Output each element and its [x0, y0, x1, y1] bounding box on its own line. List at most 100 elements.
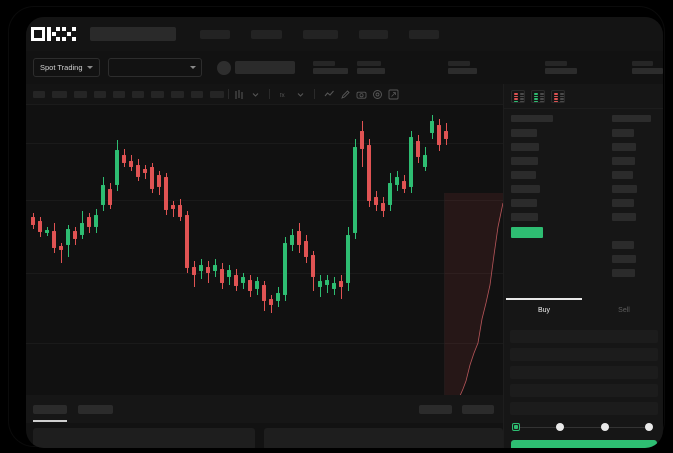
orderbook-row[interactable] [612, 171, 633, 179]
order-field-0[interactable] [510, 330, 658, 343]
slider-node-1[interactable] [556, 423, 564, 431]
orders-tab-0[interactable] [33, 404, 67, 422]
tab-sell[interactable]: Sell [618, 306, 630, 314]
slider-node-3[interactable] [645, 423, 653, 431]
candle-7 [80, 105, 85, 395]
candle-52 [395, 105, 400, 395]
candlestick-chart-icon[interactable] [233, 88, 245, 100]
orderbook-row[interactable] [511, 213, 538, 221]
timeframe-0[interactable] [33, 90, 45, 98]
timeframe-4[interactable] [113, 90, 125, 98]
pair-select[interactable] [107, 58, 203, 77]
nav-link-4[interactable] [409, 29, 439, 39]
search-input[interactable] [90, 27, 176, 41]
candle-8 [87, 105, 92, 395]
chart-gridline-1 [26, 200, 503, 201]
timeframe-1[interactable] [52, 90, 67, 98]
nav-link-3[interactable] [359, 29, 388, 39]
indicator-icon[interactable]: fx [278, 88, 290, 100]
candle-body [185, 215, 190, 268]
candle-37 [290, 105, 295, 395]
candle-44 [339, 105, 344, 395]
nav-link-0[interactable] [200, 29, 230, 39]
orderbook-bids-icon[interactable] [531, 90, 545, 103]
order-field-1[interactable] [510, 348, 658, 361]
orderbook-both-icon[interactable] [511, 90, 525, 103]
candle-body [255, 281, 260, 289]
orderbook-row[interactable] [612, 255, 636, 263]
candle-28 [227, 105, 232, 395]
candle-body [150, 167, 155, 189]
orderbook-row[interactable] [511, 157, 538, 165]
timeframe-6[interactable] [151, 90, 164, 98]
orderbook-asks-icon[interactable] [551, 90, 565, 103]
candle-41 [318, 105, 323, 395]
nav-link-1[interactable] [251, 29, 282, 39]
fullscreen-icon[interactable] [387, 88, 399, 100]
candle-24 [199, 105, 204, 395]
tab-buy[interactable]: Buy [504, 298, 584, 322]
stat-value [632, 68, 663, 75]
chart-gridline-3 [26, 343, 503, 344]
candle-55 [416, 105, 421, 395]
timeframe-9[interactable] [210, 90, 224, 98]
candle-body [171, 205, 176, 209]
timeframe-5[interactable] [132, 90, 144, 98]
orders-action-1[interactable] [462, 404, 494, 414]
orderbook-row[interactable] [612, 143, 636, 151]
timeframe-2[interactable] [74, 90, 87, 98]
orderbook-row[interactable] [511, 199, 537, 207]
orderbook-row[interactable] [511, 129, 537, 137]
timeframe-3[interactable] [94, 90, 106, 98]
orders-content [26, 428, 503, 448]
line-chart-icon[interactable] [323, 88, 335, 100]
orderbook-row[interactable] [511, 143, 539, 151]
timeframe-7[interactable] [171, 90, 184, 98]
order-field-3[interactable] [510, 384, 658, 397]
orders-tab-1[interactable] [78, 404, 113, 414]
candle-body [276, 293, 281, 301]
orderbook-row[interactable] [612, 199, 634, 207]
orderbook-row[interactable] [612, 241, 634, 249]
candle-body [297, 231, 302, 245]
candle-body [122, 155, 127, 163]
market-stat-2 [448, 60, 478, 75]
camera-icon[interactable] [355, 88, 367, 100]
orderbook-row[interactable] [511, 171, 536, 179]
pencil-icon[interactable] [339, 88, 351, 100]
candle-body [52, 231, 57, 248]
candle-30 [241, 105, 246, 395]
trading-mode-select[interactable]: Spot Trading [33, 58, 100, 77]
orderbook-spread-row[interactable] [511, 227, 543, 238]
chevron-down-icon[interactable] [294, 88, 306, 100]
candlestick-chart[interactable] [26, 105, 503, 395]
orders-action-0[interactable] [419, 404, 452, 414]
slider-node-2[interactable] [601, 423, 609, 431]
orderbook-row[interactable] [612, 185, 637, 193]
timeframe-8[interactable] [191, 90, 203, 98]
candle-38 [297, 105, 302, 395]
orderbook-row[interactable] [511, 185, 540, 193]
candle-6 [73, 105, 78, 395]
chevron-down-icon[interactable] [249, 88, 261, 100]
orderbook-row[interactable] [612, 129, 634, 137]
submit-order-button[interactable] [511, 440, 657, 448]
okx-logo-icon[interactable] [31, 27, 76, 41]
orderbook-row[interactable] [612, 269, 635, 277]
slider-node-0[interactable] [512, 423, 520, 431]
candle-40 [311, 105, 316, 395]
orderbook-row[interactable] [612, 157, 635, 165]
candle-34 [269, 105, 274, 395]
amount-slider[interactable] [512, 422, 653, 432]
gear-icon[interactable] [371, 88, 383, 100]
order-field-4[interactable] [510, 402, 658, 415]
candle-body [444, 131, 449, 139]
orderbook[interactable] [504, 108, 663, 288]
svg-text:fx: fx [280, 93, 285, 99]
candle-body [80, 223, 85, 235]
orderbook-layout-toggles [504, 84, 663, 103]
chart-gridline-2 [26, 273, 503, 274]
nav-link-2[interactable] [303, 29, 338, 39]
orderbook-row[interactable] [612, 213, 636, 221]
order-field-2[interactable] [510, 366, 658, 379]
